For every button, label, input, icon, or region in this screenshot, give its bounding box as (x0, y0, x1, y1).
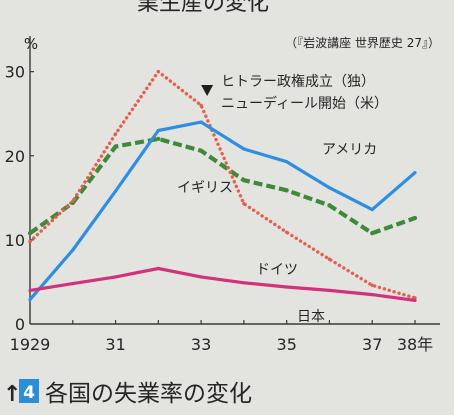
series-line-japan (29, 266, 416, 302)
data-point-america (71, 248, 75, 252)
data-point-germany (327, 257, 332, 261)
data-point-america (114, 189, 118, 193)
event-annotation: ヒトラー政権成立（独） ニューディール開始（米） (201, 73, 388, 112)
up-arrow-icon: ↑ (3, 382, 21, 407)
data-point-japan (242, 281, 246, 285)
series-line-germany (28, 69, 417, 300)
data-point-japan (156, 266, 160, 271)
data-point-germany (199, 103, 203, 108)
data-point-america (327, 186, 331, 190)
x-tick-label: 37 (362, 335, 382, 354)
x-tick-label: 35 (277, 335, 297, 354)
series-label-japan: 日本 (297, 309, 325, 325)
series-line-britain (28, 136, 416, 236)
series-label-britain: イギリス (177, 180, 233, 196)
data-point-japan (114, 275, 118, 279)
data-point-america (242, 147, 246, 151)
tick-marks (29, 71, 416, 324)
data-point-america (285, 160, 289, 164)
x-tick-label: 38年 (397, 335, 433, 354)
data-point-britain (156, 136, 161, 141)
data-point-america (413, 171, 417, 175)
down-triangle-icon (201, 85, 214, 96)
data-points (27, 69, 418, 302)
data-point-japan (199, 275, 203, 279)
y-axis-unit-label: % (24, 35, 38, 53)
data-point-britain (113, 144, 118, 149)
data-point-japan (370, 293, 374, 297)
data-point-britain (241, 178, 246, 183)
data-point-britain (284, 188, 289, 193)
series-lines (28, 69, 417, 302)
annotation-hitler: ヒトラー政権成立（独） (221, 73, 375, 90)
y-tick-labels: 0 10 20 30 (5, 63, 25, 334)
figure-number: 4 (23, 383, 35, 403)
source-citation: （『岩波講座 世界歴史 27』） (285, 35, 440, 50)
data-point-japan (413, 298, 417, 302)
data-point-germany (370, 283, 374, 287)
data-point-britain (327, 203, 332, 208)
y-tick-label: 10 (5, 231, 25, 250)
data-point-japan (285, 285, 289, 289)
data-point-japan (71, 282, 75, 286)
data-point-america (370, 208, 374, 212)
data-point-america (156, 128, 160, 133)
data-point-america (28, 298, 32, 302)
figure-number-badge (19, 379, 39, 403)
annotation-new-deal: ニューディール開始（米） (221, 95, 388, 112)
y-tick-label: 20 (5, 147, 25, 166)
y-tick-label: 30 (5, 63, 25, 82)
x-tick-label: 1929 (10, 335, 51, 354)
data-point-britain (370, 231, 375, 236)
data-point-germany (285, 230, 289, 234)
data-point-japan (28, 288, 32, 292)
data-point-america (199, 120, 203, 124)
chart-title: 各国の失業率の変化 (45, 381, 252, 407)
data-point-britain (199, 148, 204, 153)
x-tick-label: 33 (191, 335, 211, 354)
series-label-germany: ドイツ (256, 262, 298, 278)
data-point-germany (413, 296, 417, 300)
data-point-germany (156, 69, 160, 74)
x-tick-label: 31 (105, 335, 125, 354)
data-point-germany (113, 132, 118, 136)
data-point-germany (242, 202, 246, 206)
data-point-britain (412, 215, 418, 221)
data-point-japan (327, 288, 331, 292)
y-tick-label: 0 (15, 315, 25, 334)
x-tick-labels: 1929 31 33 35 37 38年 (10, 335, 434, 354)
previous-figure-title-fragment: 業生産の変化 (137, 0, 269, 16)
data-point-britain (27, 231, 33, 236)
figure-caption: ↑ 4 各国の失業率の変化 (3, 379, 252, 407)
series-labels: アメリカ イギリス ドイツ 日本 (177, 142, 377, 325)
data-point-germany (71, 199, 75, 203)
series-label-america: アメリカ (322, 142, 377, 158)
series-line-america (28, 120, 417, 301)
data-point-germany (28, 239, 32, 244)
